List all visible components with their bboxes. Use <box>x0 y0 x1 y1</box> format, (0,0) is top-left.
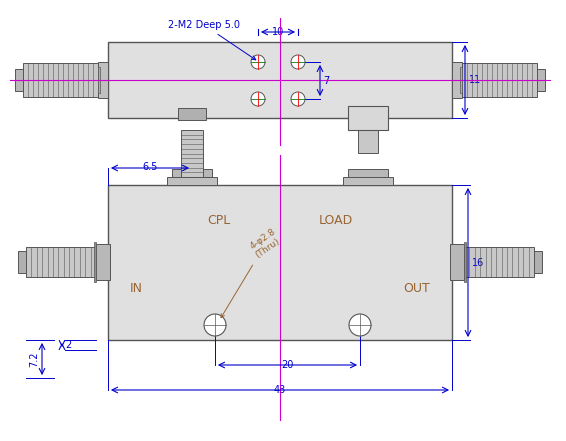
Text: 43: 43 <box>274 385 286 395</box>
Bar <box>450 244 464 280</box>
Bar <box>108 42 452 118</box>
Text: 7: 7 <box>323 75 329 86</box>
Bar <box>534 251 542 273</box>
Bar <box>452 62 462 98</box>
Bar <box>108 185 452 340</box>
Bar <box>464 247 534 277</box>
Circle shape <box>291 55 305 69</box>
Text: 16: 16 <box>472 258 484 268</box>
Bar <box>343 177 393 185</box>
Circle shape <box>204 314 226 336</box>
Text: 7.2: 7.2 <box>29 351 39 367</box>
Bar <box>537 69 545 91</box>
Text: 10: 10 <box>272 27 284 37</box>
Circle shape <box>349 314 371 336</box>
Bar <box>94 242 96 282</box>
Bar <box>23 63 98 97</box>
Text: LOAD: LOAD <box>319 213 353 227</box>
Bar <box>15 69 23 91</box>
Bar <box>462 63 537 97</box>
Text: 4-φ2.8
(Thru): 4-φ2.8 (Thru) <box>221 228 283 318</box>
Text: OUT: OUT <box>403 281 430 295</box>
Text: CPL: CPL <box>207 213 230 227</box>
Bar <box>358 129 378 153</box>
Text: 20: 20 <box>281 360 294 370</box>
Text: 2-M2 Deep 5.0: 2-M2 Deep 5.0 <box>168 20 256 60</box>
Circle shape <box>291 92 305 106</box>
Text: IN: IN <box>130 281 143 295</box>
Text: 2: 2 <box>65 340 71 350</box>
Bar <box>178 108 206 120</box>
Bar <box>98 62 108 98</box>
Bar <box>18 251 26 273</box>
Bar <box>26 247 96 277</box>
Bar <box>172 169 212 177</box>
Bar <box>96 244 110 280</box>
Bar <box>464 242 466 282</box>
Bar <box>167 177 217 185</box>
Circle shape <box>251 92 265 106</box>
Bar <box>181 130 203 177</box>
Text: 6.5: 6.5 <box>142 162 158 172</box>
Bar <box>348 169 388 177</box>
Text: 11: 11 <box>469 75 481 85</box>
Bar <box>98 67 100 93</box>
Bar <box>460 67 462 93</box>
Bar <box>348 106 388 130</box>
Circle shape <box>251 55 265 69</box>
